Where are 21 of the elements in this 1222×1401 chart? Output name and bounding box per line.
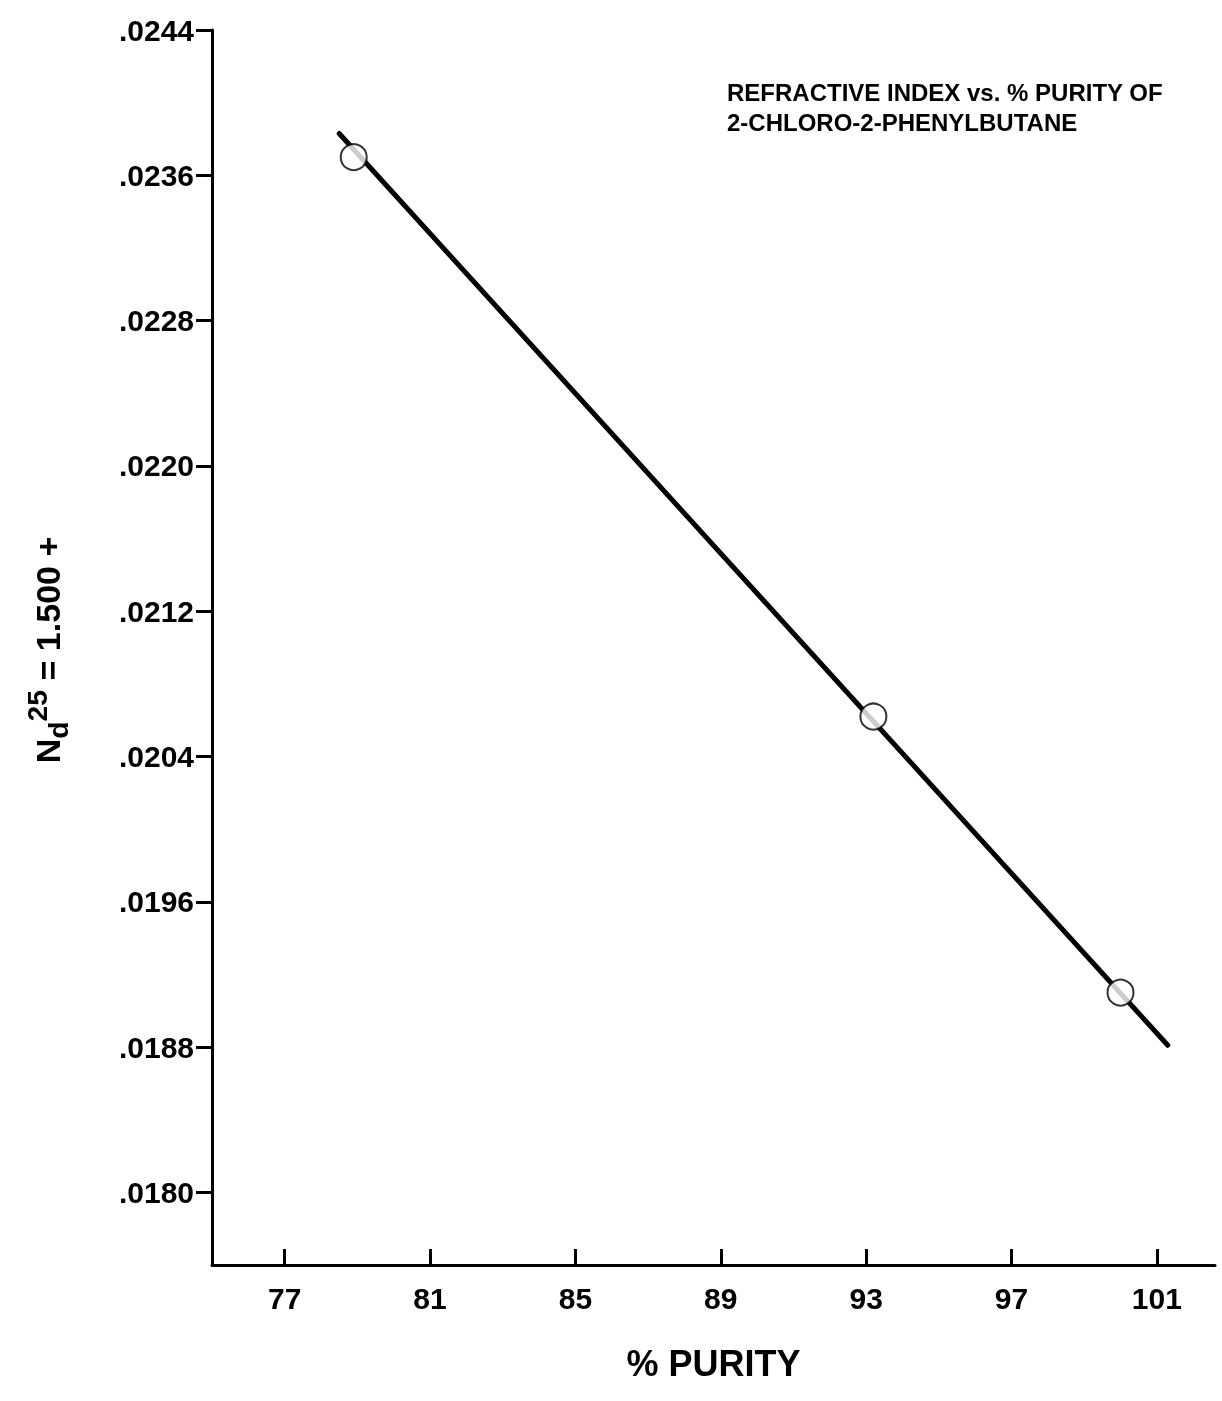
x-tick-label: 85	[558, 1281, 593, 1315]
y-tick-label: .0204	[118, 739, 195, 773]
x-tick-label: 101	[1131, 1281, 1182, 1315]
point	[1106, 978, 1135, 1007]
x-tick-label: 93	[849, 1281, 883, 1315]
y-tick-label: .0236	[118, 158, 194, 192]
x-axis-title: % PURITY	[626, 1342, 801, 1384]
point	[339, 143, 368, 172]
point	[859, 702, 888, 731]
y-tick-label: .0220	[118, 449, 194, 483]
x-tick-label: 77	[267, 1281, 302, 1315]
y-tick-label: .0228	[118, 304, 194, 338]
y-tick-label: .0196	[118, 885, 194, 919]
y-tick-label: .0180	[118, 1175, 194, 1209]
y-tick-label: .0244	[118, 13, 195, 47]
y-tick-label: .0188	[118, 1030, 194, 1064]
text: REFRACTIVE INDEX vs. % PURITY OF 2-CHLORO-2-PHENYLBUTANE	[727, 78, 1170, 136]
x-tick-label: 97	[994, 1281, 1029, 1315]
x-tick-label: 89	[704, 1281, 738, 1315]
y-tick-label: .0212	[118, 594, 194, 628]
x-tick-label: 81	[413, 1281, 447, 1315]
